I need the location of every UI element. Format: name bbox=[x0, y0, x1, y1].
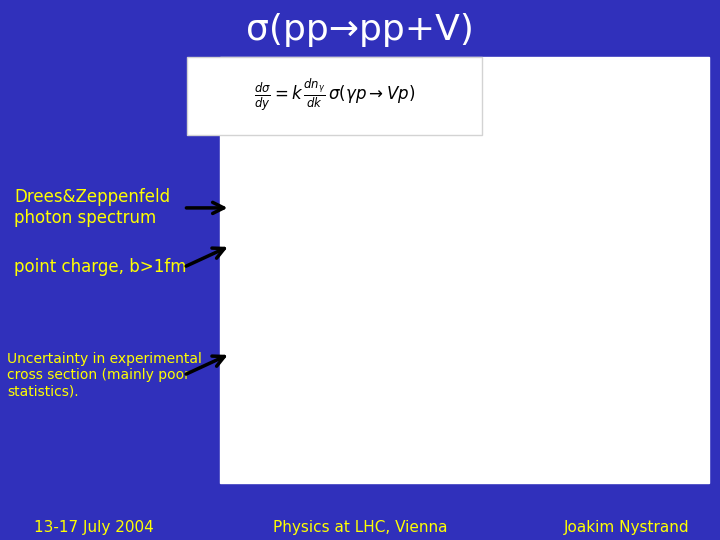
Text: Joakim Nystrand: Joakim Nystrand bbox=[564, 519, 689, 535]
FancyBboxPatch shape bbox=[220, 57, 709, 483]
Text: point charge, b>1fm: point charge, b>1fm bbox=[14, 258, 187, 276]
X-axis label: y: y bbox=[376, 277, 382, 287]
Title: LHC p+p $\rightarrow$ p+p+$\Upsilon$: LHC p+p $\rightarrow$ p+p+$\Upsilon$ bbox=[552, 260, 649, 274]
Text: d): d) bbox=[681, 285, 693, 295]
Text: Uncertainty in experimental
cross section (mainly poor
statistics).: Uncertainty in experimental cross sectio… bbox=[7, 352, 202, 399]
Title: Tevatron p+$\bar{p}$ $\rightarrow$ p+$\bar{p}$+$\Upsilon$: Tevatron p+$\bar{p}$ $\rightarrow$ p+$\b… bbox=[318, 260, 440, 274]
Text: Physics at LHC, Vienna: Physics at LHC, Vienna bbox=[273, 519, 447, 535]
Title: RHIC p+p $\rightarrow$ p+p+J/$\Psi$: RHIC p+p $\rightarrow$ p+p+J/$\Psi$ bbox=[324, 64, 433, 78]
Text: b): b) bbox=[682, 89, 693, 99]
Text: a): a) bbox=[460, 89, 472, 99]
Y-axis label: d$\sigma$/dy [nb]: d$\sigma$/dy [nb] bbox=[459, 340, 472, 388]
Text: σ(pp→pp+V): σ(pp→pp+V) bbox=[246, 13, 474, 46]
Text: $\frac{d\sigma}{dy} = k\,\frac{dn_{\gamma}}{dk}\,\sigma(\gamma p \rightarrow Vp): $\frac{d\sigma}{dy} = k\,\frac{dn_{\gamm… bbox=[254, 76, 415, 113]
X-axis label: y: y bbox=[598, 277, 603, 287]
Text: Drees&Zeppenfeld
photon spectrum: Drees&Zeppenfeld photon spectrum bbox=[14, 188, 171, 227]
X-axis label: y: y bbox=[376, 473, 382, 483]
Text: 13-17 July 2004: 13-17 July 2004 bbox=[34, 519, 153, 535]
Text: c): c) bbox=[461, 285, 472, 295]
Y-axis label: d$\sigma$/dy [pb]: d$\sigma$/dy [pb] bbox=[240, 340, 253, 388]
Title: Tevatron p+$\bar{p}$ $\rightarrow$ p+$\bar{p}$+J/$\Psi$: Tevatron p+$\bar{p}$ $\rightarrow$ p+$\b… bbox=[536, 64, 665, 78]
Y-axis label: d$\sigma$/dy [nb]: d$\sigma$/dy [nb] bbox=[459, 144, 472, 192]
X-axis label: y: y bbox=[598, 473, 603, 483]
Y-axis label: d$\sigma$/dy [nb]: d$\sigma$/dy [nb] bbox=[237, 144, 250, 192]
FancyBboxPatch shape bbox=[187, 57, 482, 135]
